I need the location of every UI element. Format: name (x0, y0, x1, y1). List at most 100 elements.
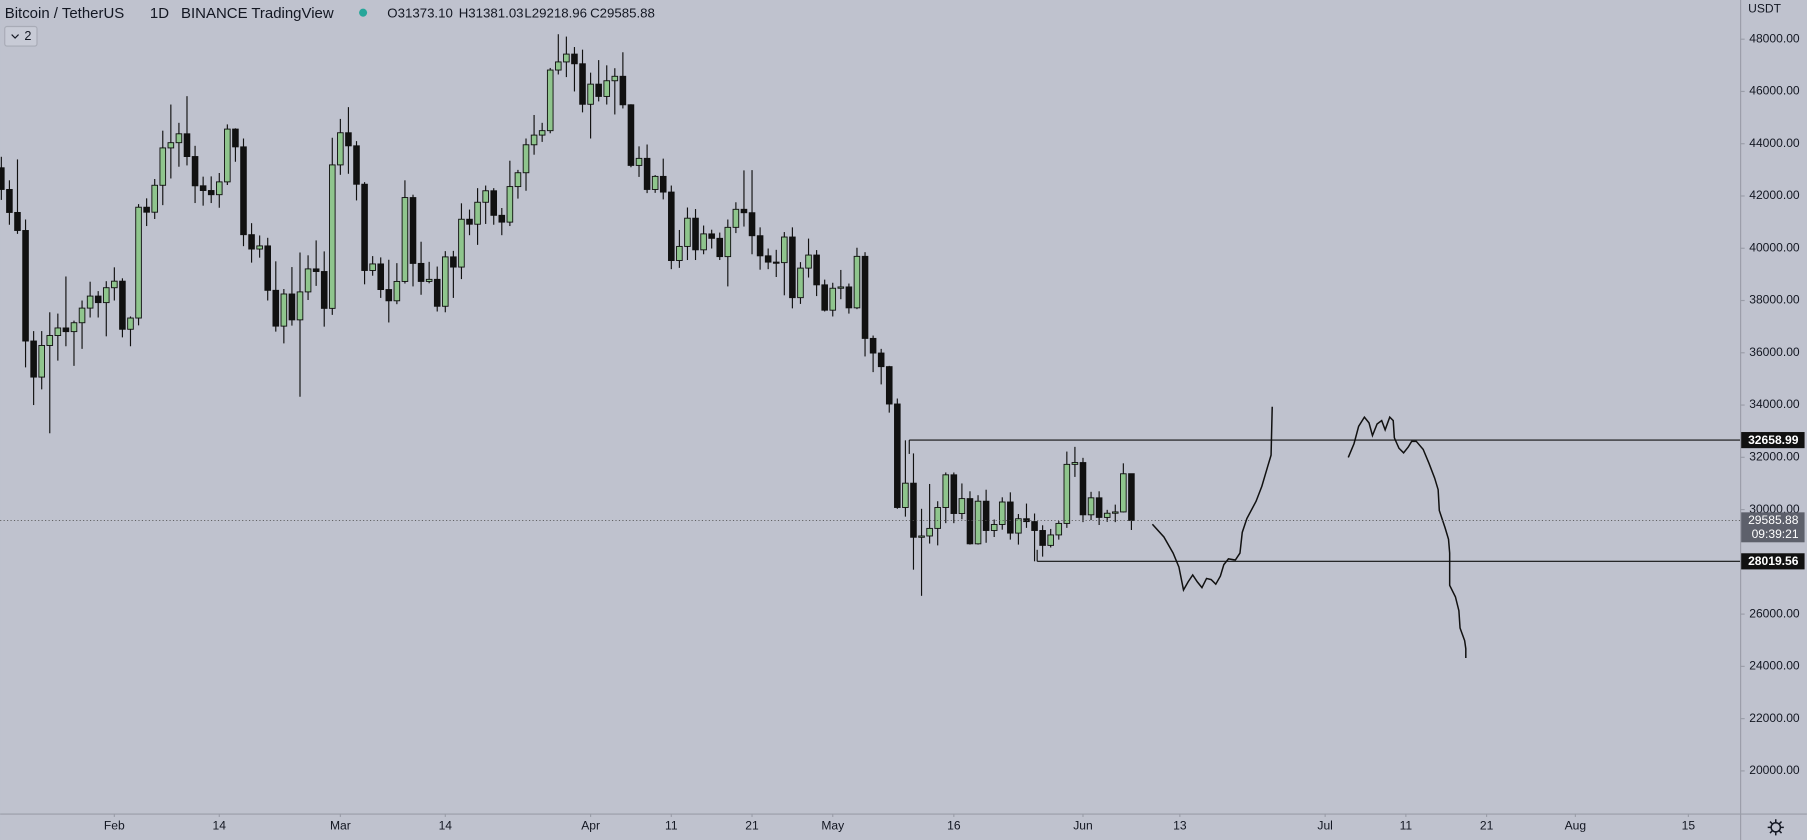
candle-body-down (1023, 518, 1030, 523)
candle-body-up (603, 80, 611, 97)
candle-body-down (6, 188, 13, 213)
level-price-box (1741, 553, 1805, 570)
candle-body-up (38, 345, 45, 378)
candle-body-up (732, 208, 740, 228)
candle-body-up (990, 524, 998, 531)
candle-body-down (740, 208, 748, 214)
candle-body-up (684, 217, 691, 247)
candle-body-up (942, 474, 950, 508)
candle-body-up (111, 280, 118, 289)
y-tick-label: 26000.00 (1749, 606, 1800, 620)
x-tick-label: Jun (1073, 818, 1092, 832)
candle-body-down (756, 235, 764, 257)
candle-body-down (353, 145, 360, 185)
candle-body-down (377, 263, 385, 291)
indicator-badge[interactable] (4, 25, 38, 47)
settings-gear[interactable] (1767, 819, 1784, 836)
candle-body-up (563, 53, 570, 63)
candle-body-down (490, 190, 498, 216)
candle-body-down (821, 284, 828, 311)
candle-body-down (910, 482, 917, 538)
countdown-label: 09:39:21 (1752, 527, 1799, 541)
candle-body-up (1120, 473, 1127, 513)
candle-body-up (337, 132, 344, 166)
indicator-toggle[interactable]: 2 (4, 25, 38, 47)
market-status-dot[interactable] (359, 8, 368, 17)
indicator-count: 2 (24, 29, 31, 43)
chevron-icon (11, 34, 19, 39)
candle-body-down (1007, 501, 1014, 534)
level-price-label: 28019.56 (1748, 554, 1799, 568)
header: Bitcoin / TetherUS 1D BINANCE TradingVie… (5, 5, 655, 22)
candle-body-up (1111, 511, 1119, 514)
candle-body-down (1031, 521, 1038, 531)
candle-body-down (264, 245, 271, 291)
x-tick-label: 16 (947, 818, 961, 832)
candle-body-down (595, 83, 602, 97)
candle-body-down (894, 403, 901, 508)
candle-body-down (232, 128, 239, 148)
candle-body-up (329, 164, 336, 309)
x-tick-label: 11 (1400, 818, 1413, 832)
candle-body-down (861, 255, 869, 339)
candle-body-up (829, 287, 837, 311)
candle-body-up (1071, 462, 1079, 465)
candle-body-up (522, 144, 530, 174)
candle-body-up (538, 130, 546, 136)
candle-body-up (837, 286, 845, 289)
candle-body-down (466, 218, 473, 225)
candle-body-down (312, 268, 320, 272)
candle-body-down (22, 230, 29, 342)
candle-body-down (0, 167, 5, 190)
candle-body-up (1063, 463, 1071, 524)
candle-body-down (619, 75, 627, 106)
candle-body-down (1039, 530, 1046, 546)
candle-body-up (296, 291, 304, 321)
candle-body-down (748, 212, 756, 237)
candle-body-down (845, 286, 853, 309)
candle-body-up (86, 295, 94, 309)
candle-body-up (998, 501, 1006, 525)
exchange: BINANCE (181, 5, 248, 22)
price-unit: USDT (1748, 1, 1782, 15)
candle-body-down (320, 271, 328, 309)
candle-body-up (1087, 497, 1095, 516)
x-tick-label: 14 (439, 818, 453, 832)
y-tick-label: 42000.00 (1749, 188, 1800, 202)
candle-body-down (119, 280, 126, 330)
candle-body-up (135, 206, 142, 319)
candle-body-down (14, 211, 21, 231)
candle-body-up (1047, 534, 1054, 546)
y-tick-label: 44000.00 (1749, 136, 1800, 150)
candle-body-up (611, 75, 619, 82)
candle-body-down (183, 133, 191, 157)
candle-body-up (1015, 518, 1022, 534)
x-tick-label: 21 (1480, 818, 1494, 832)
candle-body-down (345, 132, 352, 147)
candle-body-up (1103, 512, 1111, 518)
candle-body-up (902, 482, 909, 508)
candle-body-up (974, 500, 982, 545)
candle-body-down (288, 293, 296, 321)
candle-body-down (659, 175, 667, 193)
candle-body-up (393, 280, 401, 302)
candle-body-up (530, 134, 538, 146)
candle-body-up (369, 263, 376, 271)
y-tick-label: 34000.00 (1749, 397, 1800, 411)
candle-body-up (458, 218, 465, 268)
candle-body-down (433, 278, 441, 307)
current-price-box (1741, 512, 1805, 543)
candle-body-down (143, 206, 150, 213)
candle-body-up (958, 498, 966, 514)
candle-body-down (789, 236, 796, 299)
hand-drawn-path (1151, 406, 1273, 593)
candle-body-up (514, 172, 522, 188)
candle-body-up (635, 157, 643, 166)
candle-body-down (1095, 497, 1103, 518)
candle-body-up (546, 69, 554, 132)
y-tick-label: 20000.00 (1749, 763, 1800, 777)
candle-body-up (853, 255, 861, 309)
